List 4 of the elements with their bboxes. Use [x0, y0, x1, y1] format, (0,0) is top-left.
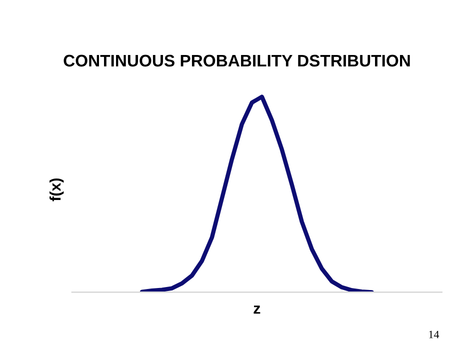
text: 14 — [429, 330, 440, 338]
chart-title: CONTINUOUS PROBABILITY DSTRIBUTION — [64, 54, 410, 67]
y-axis-title: f(x) — [49, 178, 64, 202]
x-axis-title: z — [254, 306, 260, 314]
